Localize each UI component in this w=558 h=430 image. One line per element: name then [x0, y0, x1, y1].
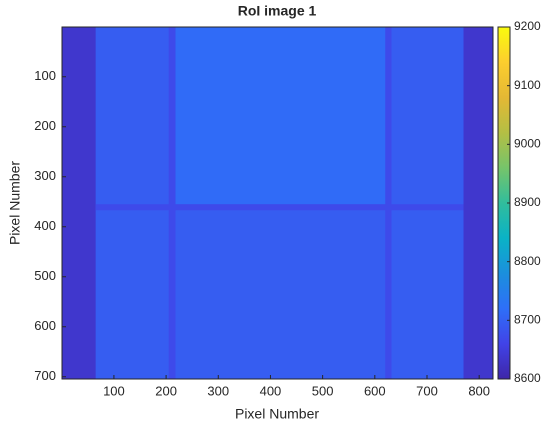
- y-tick-label: 400: [34, 218, 56, 233]
- image-region: [463, 27, 493, 379]
- x-tick-label: 100: [103, 383, 125, 398]
- colorbar-tick-label: 9000: [514, 137, 541, 151]
- colorbar-tick-label: 9200: [514, 19, 541, 33]
- colorbar-tick-label: 8600: [514, 371, 541, 385]
- x-tick-label: 800: [468, 383, 490, 398]
- y-axis-label: Pixel Number: [7, 161, 23, 245]
- y-tick-label: 600: [34, 318, 56, 333]
- image: [62, 27, 493, 379]
- y-tick-label: 500: [34, 268, 56, 283]
- colorbar-tick-label: 9100: [514, 78, 541, 92]
- y-tick-label: 200: [34, 118, 56, 133]
- y-tick-label: 100: [34, 68, 56, 83]
- image-region: [173, 27, 388, 205]
- x-tick-label: 200: [155, 383, 177, 398]
- image-region: [62, 27, 96, 379]
- colorbar-tick-label: 8700: [514, 313, 541, 327]
- x-tick-label: 400: [260, 383, 282, 398]
- axes-box: [61, 26, 494, 380]
- x-tick-label: 700: [416, 383, 438, 398]
- x-tick-label: 300: [207, 383, 229, 398]
- colorbar-tick-label: 8900: [514, 195, 541, 209]
- chart-title: RoI image 1: [238, 3, 317, 19]
- image-region: [385, 27, 392, 379]
- image-region: [95, 204, 464, 211]
- x-axis-label: Pixel Number: [235, 406, 319, 422]
- image-region: [168, 27, 176, 379]
- x-tick-label: 500: [312, 383, 334, 398]
- y-tick-label: 700: [34, 368, 56, 383]
- colorbar-tick-label: 8800: [514, 254, 541, 268]
- y-tick-label: 300: [34, 168, 56, 183]
- x-tick-label: 600: [364, 383, 386, 398]
